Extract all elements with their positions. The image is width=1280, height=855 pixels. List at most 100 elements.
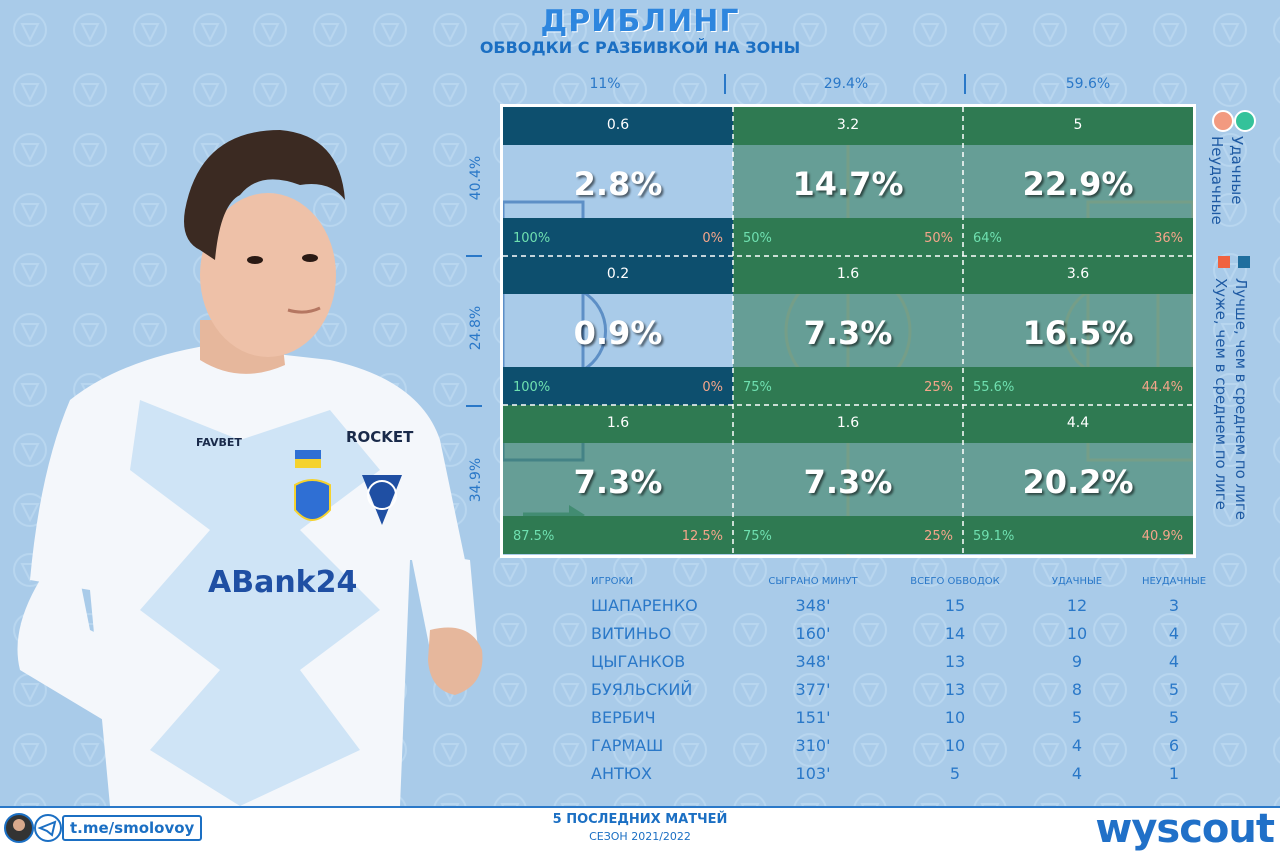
- zone-fail-pct: 25%: [924, 380, 953, 395]
- zone-fail-pct: 0%: [702, 380, 723, 395]
- zone-3-3: 4.4 20.2% 59.1% 40.9%: [963, 405, 1193, 554]
- zone-count: 4.4: [1066, 415, 1090, 431]
- table-cell: 160': [795, 623, 831, 643]
- zone-success-pct: 75%: [743, 529, 772, 544]
- zone-bar-bottom: [503, 218, 733, 256]
- zone-count: 1.6: [606, 415, 630, 431]
- table-row: БУЯЛЬСКИЙ 377' 13 8 5: [585, 675, 1225, 703]
- table-header: УДАЧНЫЕ: [1051, 576, 1103, 587]
- legend-better: Лучше, чем в среднем по лиге: [1232, 278, 1250, 520]
- player-name: ВИТИНЬО: [591, 623, 672, 643]
- table-cell: 4: [1071, 763, 1083, 783]
- fail-dot: [1212, 110, 1234, 132]
- table-row: ВЕРБИЧ 151' 10 5 5: [585, 703, 1225, 731]
- table-cell: 6: [1168, 735, 1180, 755]
- table-cell: 10: [944, 707, 966, 727]
- shirt-sponsor-abank: ABank24: [208, 565, 358, 600]
- zone-bar-top: [963, 405, 1193, 443]
- zone-count: 0.6: [606, 117, 630, 133]
- zone-success-pct: 55.6%: [973, 380, 1015, 395]
- table-row: АНТЮХ 103' 5 4 1: [585, 759, 1225, 787]
- zone-count: 5: [1073, 117, 1083, 133]
- avatar: [4, 813, 34, 843]
- zone-success-pct: 59.1%: [973, 529, 1015, 544]
- zone-2-1: 0.2 0.9% 100% 0%: [503, 256, 733, 405]
- zone-fail-pct: 25%: [924, 529, 953, 544]
- zone-bar-top: [733, 405, 963, 443]
- row-separator: [466, 405, 482, 407]
- table-cell: 4: [1168, 623, 1180, 643]
- success-dot: [1234, 110, 1256, 132]
- footer-season: СЕЗОН 2021/2022: [589, 830, 691, 843]
- zone-pct: 22.9%: [1022, 165, 1134, 203]
- telegram-link[interactable]: t.me/smolovoy: [62, 815, 203, 841]
- zone-bar-top: [733, 256, 963, 294]
- table-cell: 10: [1066, 623, 1088, 643]
- zone-2-2: 1.6 7.3% 75% 25%: [733, 256, 963, 405]
- zone-bar-top: [503, 256, 733, 294]
- players-table: ИГРОКИ СЫГРАНО МИНУТ ВСЕГО ОБВОДОК УДАЧНЫЕ Н…: [585, 572, 1225, 787]
- zone-fail-pct: 36%: [1154, 231, 1183, 246]
- zone-1-1: 0.6 2.8% 100% 0%: [503, 107, 733, 256]
- zone-bar-bottom: [963, 218, 1193, 256]
- zone-1-2: 3.2 14.7% 50% 50%: [733, 107, 963, 256]
- column-pct-1: 11%: [589, 76, 621, 92]
- table-cell: 15: [944, 595, 966, 615]
- player-name: ВЕРБИЧ: [591, 707, 656, 727]
- zone-3-1: 1.6 7.3% 87.5% 12.5%: [503, 405, 733, 554]
- zone-pct: 14.7%: [792, 165, 904, 203]
- column-pct-3: 59.6%: [1065, 76, 1111, 92]
- row-separator: [466, 255, 482, 257]
- zone-pct: 20.2%: [1022, 463, 1134, 501]
- zone-count: 3.6: [1066, 266, 1090, 282]
- player-name: ЦЫГАНКОВ: [591, 651, 686, 671]
- player-name: БУЯЛЬСКИЙ: [591, 679, 693, 699]
- zone-pct: 0.9%: [573, 314, 663, 352]
- zone-count: 1.6: [836, 415, 860, 431]
- legend-worse: Хуже, чем в среднем по лиге: [1212, 278, 1230, 510]
- zone-success-pct: 75%: [743, 380, 772, 395]
- table-row: ЦЫГАНКОВ 348' 13 9 4: [585, 647, 1225, 675]
- table-cell: 5: [1071, 707, 1083, 727]
- better-square: [1238, 256, 1250, 268]
- telegram-badge[interactable]: t.me/smolovoy: [4, 812, 203, 844]
- table-row: ГАРМАШ 310' 10 4 6: [585, 731, 1225, 759]
- table-row: ШАПАРЕНКО 348' 15 12 3: [585, 591, 1225, 619]
- player-name: АНТЮХ: [591, 763, 652, 783]
- zone-bar-top: [733, 107, 963, 145]
- zone-bar-top: [503, 405, 733, 443]
- zone-bar-top: [963, 107, 1193, 145]
- table-header: СЫГРАНО МИНУТ: [768, 576, 858, 587]
- table-cell: 377': [795, 679, 831, 699]
- shirt-sponsor-rocket: ROCKET: [346, 428, 414, 446]
- zone-pct: 16.5%: [1022, 314, 1134, 352]
- table-cell: 3: [1168, 595, 1180, 615]
- table-cell: 14: [944, 623, 966, 643]
- legend-success: Удачные: [1228, 136, 1246, 205]
- zone-success-pct: 64%: [973, 231, 1002, 246]
- zone-count: 1.6: [836, 266, 860, 282]
- zone-bar-top: [963, 256, 1193, 294]
- zone-fail-pct: 50%: [924, 231, 953, 246]
- legend-fail: Неудачные: [1208, 136, 1226, 225]
- player-name: ГАРМАШ: [591, 735, 664, 755]
- zone-success-pct: 100%: [513, 380, 551, 395]
- table-cell: 348': [795, 595, 831, 615]
- zone-bar-bottom: [733, 218, 963, 256]
- zone-bar-bottom: [733, 516, 963, 554]
- zone-fail-pct: 0%: [702, 231, 723, 246]
- page-subtitle: ОБВОДКИ С РАЗБИВКОЙ НА ЗОНЫ: [479, 38, 801, 57]
- zone-bar-bottom: [963, 367, 1193, 405]
- zone-3-2: 1.6 7.3% 75% 25%: [733, 405, 963, 554]
- zone-count: 3.2: [836, 117, 860, 133]
- zone-pct: 7.3%: [803, 463, 893, 501]
- table-cell: 310': [795, 735, 831, 755]
- zone-fail-pct: 40.9%: [1141, 529, 1183, 544]
- wyscout-logo: wyscout: [1095, 806, 1275, 852]
- zone-pct: 7.3%: [573, 463, 663, 501]
- column-separator: [964, 74, 966, 94]
- player-photo: [17, 130, 483, 806]
- column-pct-2: 29.4%: [823, 76, 869, 92]
- table-cell: 1: [1168, 763, 1180, 783]
- zone-2-3: 3.6 16.5% 55.6% 44.4%: [963, 256, 1193, 405]
